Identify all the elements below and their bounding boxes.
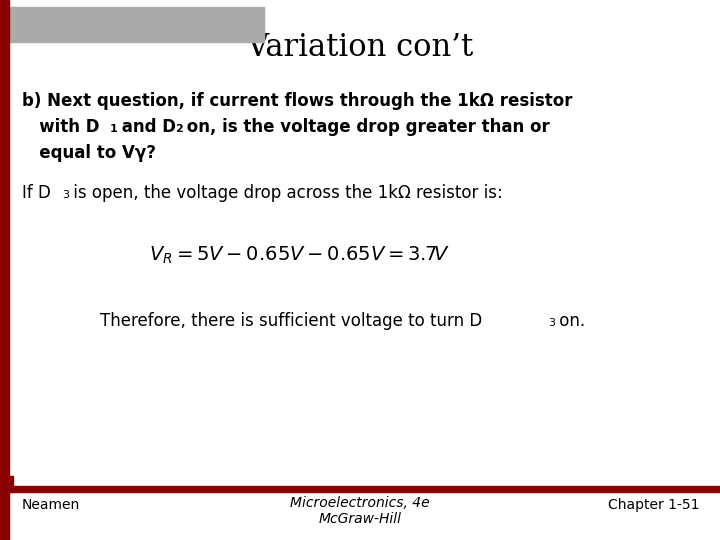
Text: If D: If D bbox=[22, 184, 51, 202]
Text: McGraw-Hill: McGraw-Hill bbox=[318, 512, 402, 526]
Text: b) Next question, if current flows through the 1kΩ resistor: b) Next question, if current flows throu… bbox=[22, 92, 572, 110]
Text: 1: 1 bbox=[110, 124, 118, 134]
Bar bbox=[9, 7, 264, 42]
Text: equal to Vγ?: equal to Vγ? bbox=[22, 144, 156, 162]
Bar bbox=[9, 476, 13, 492]
Text: with D: with D bbox=[22, 118, 99, 136]
Bar bbox=[0, 486, 720, 492]
Text: and D: and D bbox=[116, 118, 176, 136]
Bar bbox=[0, 0, 9, 540]
Text: is open, the voltage drop across the 1kΩ resistor is:: is open, the voltage drop across the 1kΩ… bbox=[68, 184, 503, 202]
Text: Chapter 1-51: Chapter 1-51 bbox=[608, 498, 700, 512]
Text: Microelectronics, 4e: Microelectronics, 4e bbox=[290, 496, 430, 510]
Text: Variation con’t: Variation con’t bbox=[246, 32, 474, 63]
Text: on.: on. bbox=[554, 312, 585, 330]
Text: 3: 3 bbox=[548, 318, 555, 328]
Text: $V_R = 5V - 0.65V - 0.65V = 3.7V$: $V_R = 5V - 0.65V - 0.65V = 3.7V$ bbox=[150, 245, 451, 266]
Text: Therefore, there is sufficient voltage to turn D: Therefore, there is sufficient voltage t… bbox=[100, 312, 482, 330]
Text: 3: 3 bbox=[62, 190, 69, 200]
Text: 2: 2 bbox=[175, 124, 183, 134]
Text: Neamen: Neamen bbox=[22, 498, 80, 512]
Text: on, is the voltage drop greater than or: on, is the voltage drop greater than or bbox=[181, 118, 550, 136]
